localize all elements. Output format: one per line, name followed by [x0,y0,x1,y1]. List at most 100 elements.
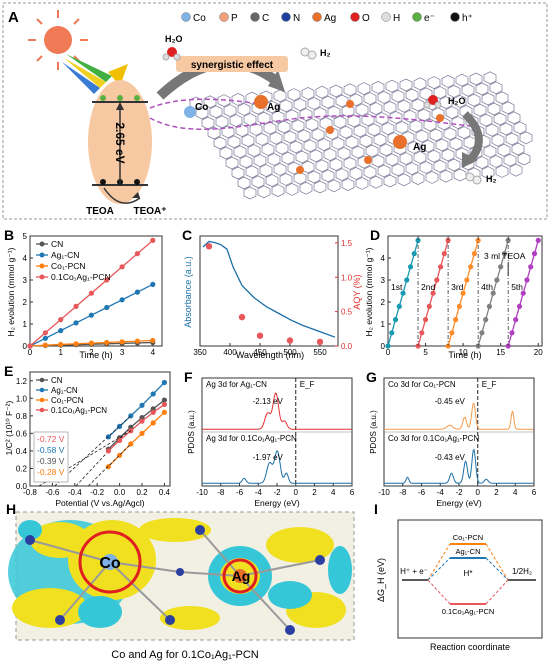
hexagon-ring [331,137,345,150]
hexagon-ring [503,153,517,167]
fit-line [75,426,132,487]
hexagon-ring [215,115,229,129]
hexagon-ring [219,146,233,160]
x-tick-label: 0 [28,348,33,357]
cycle-point [535,237,541,243]
fermi-label: E_F [300,380,315,389]
y-tick-label: 2 [23,298,28,307]
x-tick-label: -10 [378,488,390,497]
hexagon-ring [277,120,291,134]
hexagon-ring [371,81,385,94]
hexagon-ring [261,143,275,156]
x-tick-label: 350 [193,348,207,357]
x-axis-label: Energy (eV) [254,498,300,508]
hexagon-ring [229,114,243,127]
series-point [105,448,111,454]
hexagon-ring [195,106,209,120]
cycle-point [434,277,440,283]
legend-label: Co₁-PCN [51,261,86,271]
series-point [58,328,64,334]
hydrogen-molecule-icon [300,47,317,60]
x-tick-label: 4 [331,488,336,497]
x-tick-label: -8 [399,488,407,497]
series-point [134,338,141,344]
panel-g: G -10 -8 -6 -4 -2 0 2 4 6 E_F Co 3d for Co₁-PCN Co 3… [366,369,537,508]
intercept-label: -0.58 V [37,445,65,455]
pdos-lower-peak: -0.43 eV [435,453,466,462]
sphere-icon [412,12,422,22]
legend-label: Co [193,13,206,24]
series-point [150,391,156,397]
hexagon-ring [251,175,265,189]
synergistic-effect-label: synergistic effect [191,60,274,71]
hexagon-ring [447,85,461,98]
co-atom [184,106,196,118]
hexagon-ring [441,75,455,88]
hexagon-ring [221,125,235,139]
panel-i-free-energy: I ΔG_H (eV) Reaction coordinate H⁺ + e⁻ … [374,501,543,652]
hexagon-ring [483,71,497,85]
panel-letter-b: B [4,227,14,243]
hexagon-ring [485,123,499,137]
hexagon-ring [475,156,489,169]
legend-label: P [231,13,238,24]
cycle-label: 5th [511,282,523,292]
y-tick-label: 1.2 [16,377,28,386]
hexagon-ring [435,138,449,152]
series-point [150,420,156,426]
panel-h-charge-density: H [6,501,355,661]
x-tick-label: 550 [313,348,327,357]
co-atom [102,554,118,570]
hexagon-ring [427,76,441,89]
teoa-annotation: 3 ml TEOA [484,251,526,261]
pdos-lower-curve [384,448,534,484]
y-tick-label: 2 [381,298,386,307]
hexagon-ring [433,159,447,173]
legend-label: CN [51,239,63,249]
legend-marker [39,377,45,383]
cycle-point [426,303,432,309]
ag-highlight-circle [222,558,258,594]
ag-atom [233,569,247,583]
hexagon-ring [341,178,355,191]
y-axis-label: 1/C² (10¹⁰ F⁻²) [4,401,14,456]
hexagon-ring [241,134,255,147]
hexagon-ring [369,175,383,189]
synergistic-effect-box [176,56,288,72]
hexagon-ring [209,105,223,119]
legend-label: Ag₁-CN [51,250,79,260]
hexagon-ring [357,155,371,169]
cycle-label: 4th [481,282,493,292]
hexagon-ring [495,91,509,105]
hexagon-ring [285,183,299,196]
h2o-label-2: H₂O [448,96,466,106]
hexagon-ring [323,148,337,161]
x-axis-label: Potential (V vs.Ag/Agcl) [55,498,144,508]
hexagon-ring [357,82,371,95]
x-tick-label: 6 [350,488,355,497]
level-coag-label: 0.1Co₁Ag₁-PCN [442,607,495,616]
intercept-label: -0.72 V [37,434,65,444]
series-point [58,317,64,323]
aqy-point [286,337,294,344]
hexagon-ring [283,130,297,144]
series-point [104,277,110,283]
cycle-label: 3rd [451,282,464,292]
hexagon-ring [253,154,267,167]
light-beam-icon [62,54,128,94]
hexagon-ring [437,117,451,131]
pdos-upper-label: Co 3d for Co₁-PCN [388,380,456,389]
x-tick-label: 450 [253,348,267,357]
hexagon-ring [223,104,237,117]
hexagon-ring [315,159,329,173]
intercept-label: -0.39 V [37,456,65,466]
hexagon-ring [489,155,503,168]
hexagon-ring [299,181,313,195]
x-tick-label: -0.4 [68,488,82,497]
hexagon-ring [271,184,285,197]
cycle-point [531,251,538,257]
cycle-point [471,251,477,257]
y2-tick-label: 0.5 [341,308,353,317]
x-tick-label: -2 [273,488,281,497]
x-tick-label: -4 [437,488,445,497]
